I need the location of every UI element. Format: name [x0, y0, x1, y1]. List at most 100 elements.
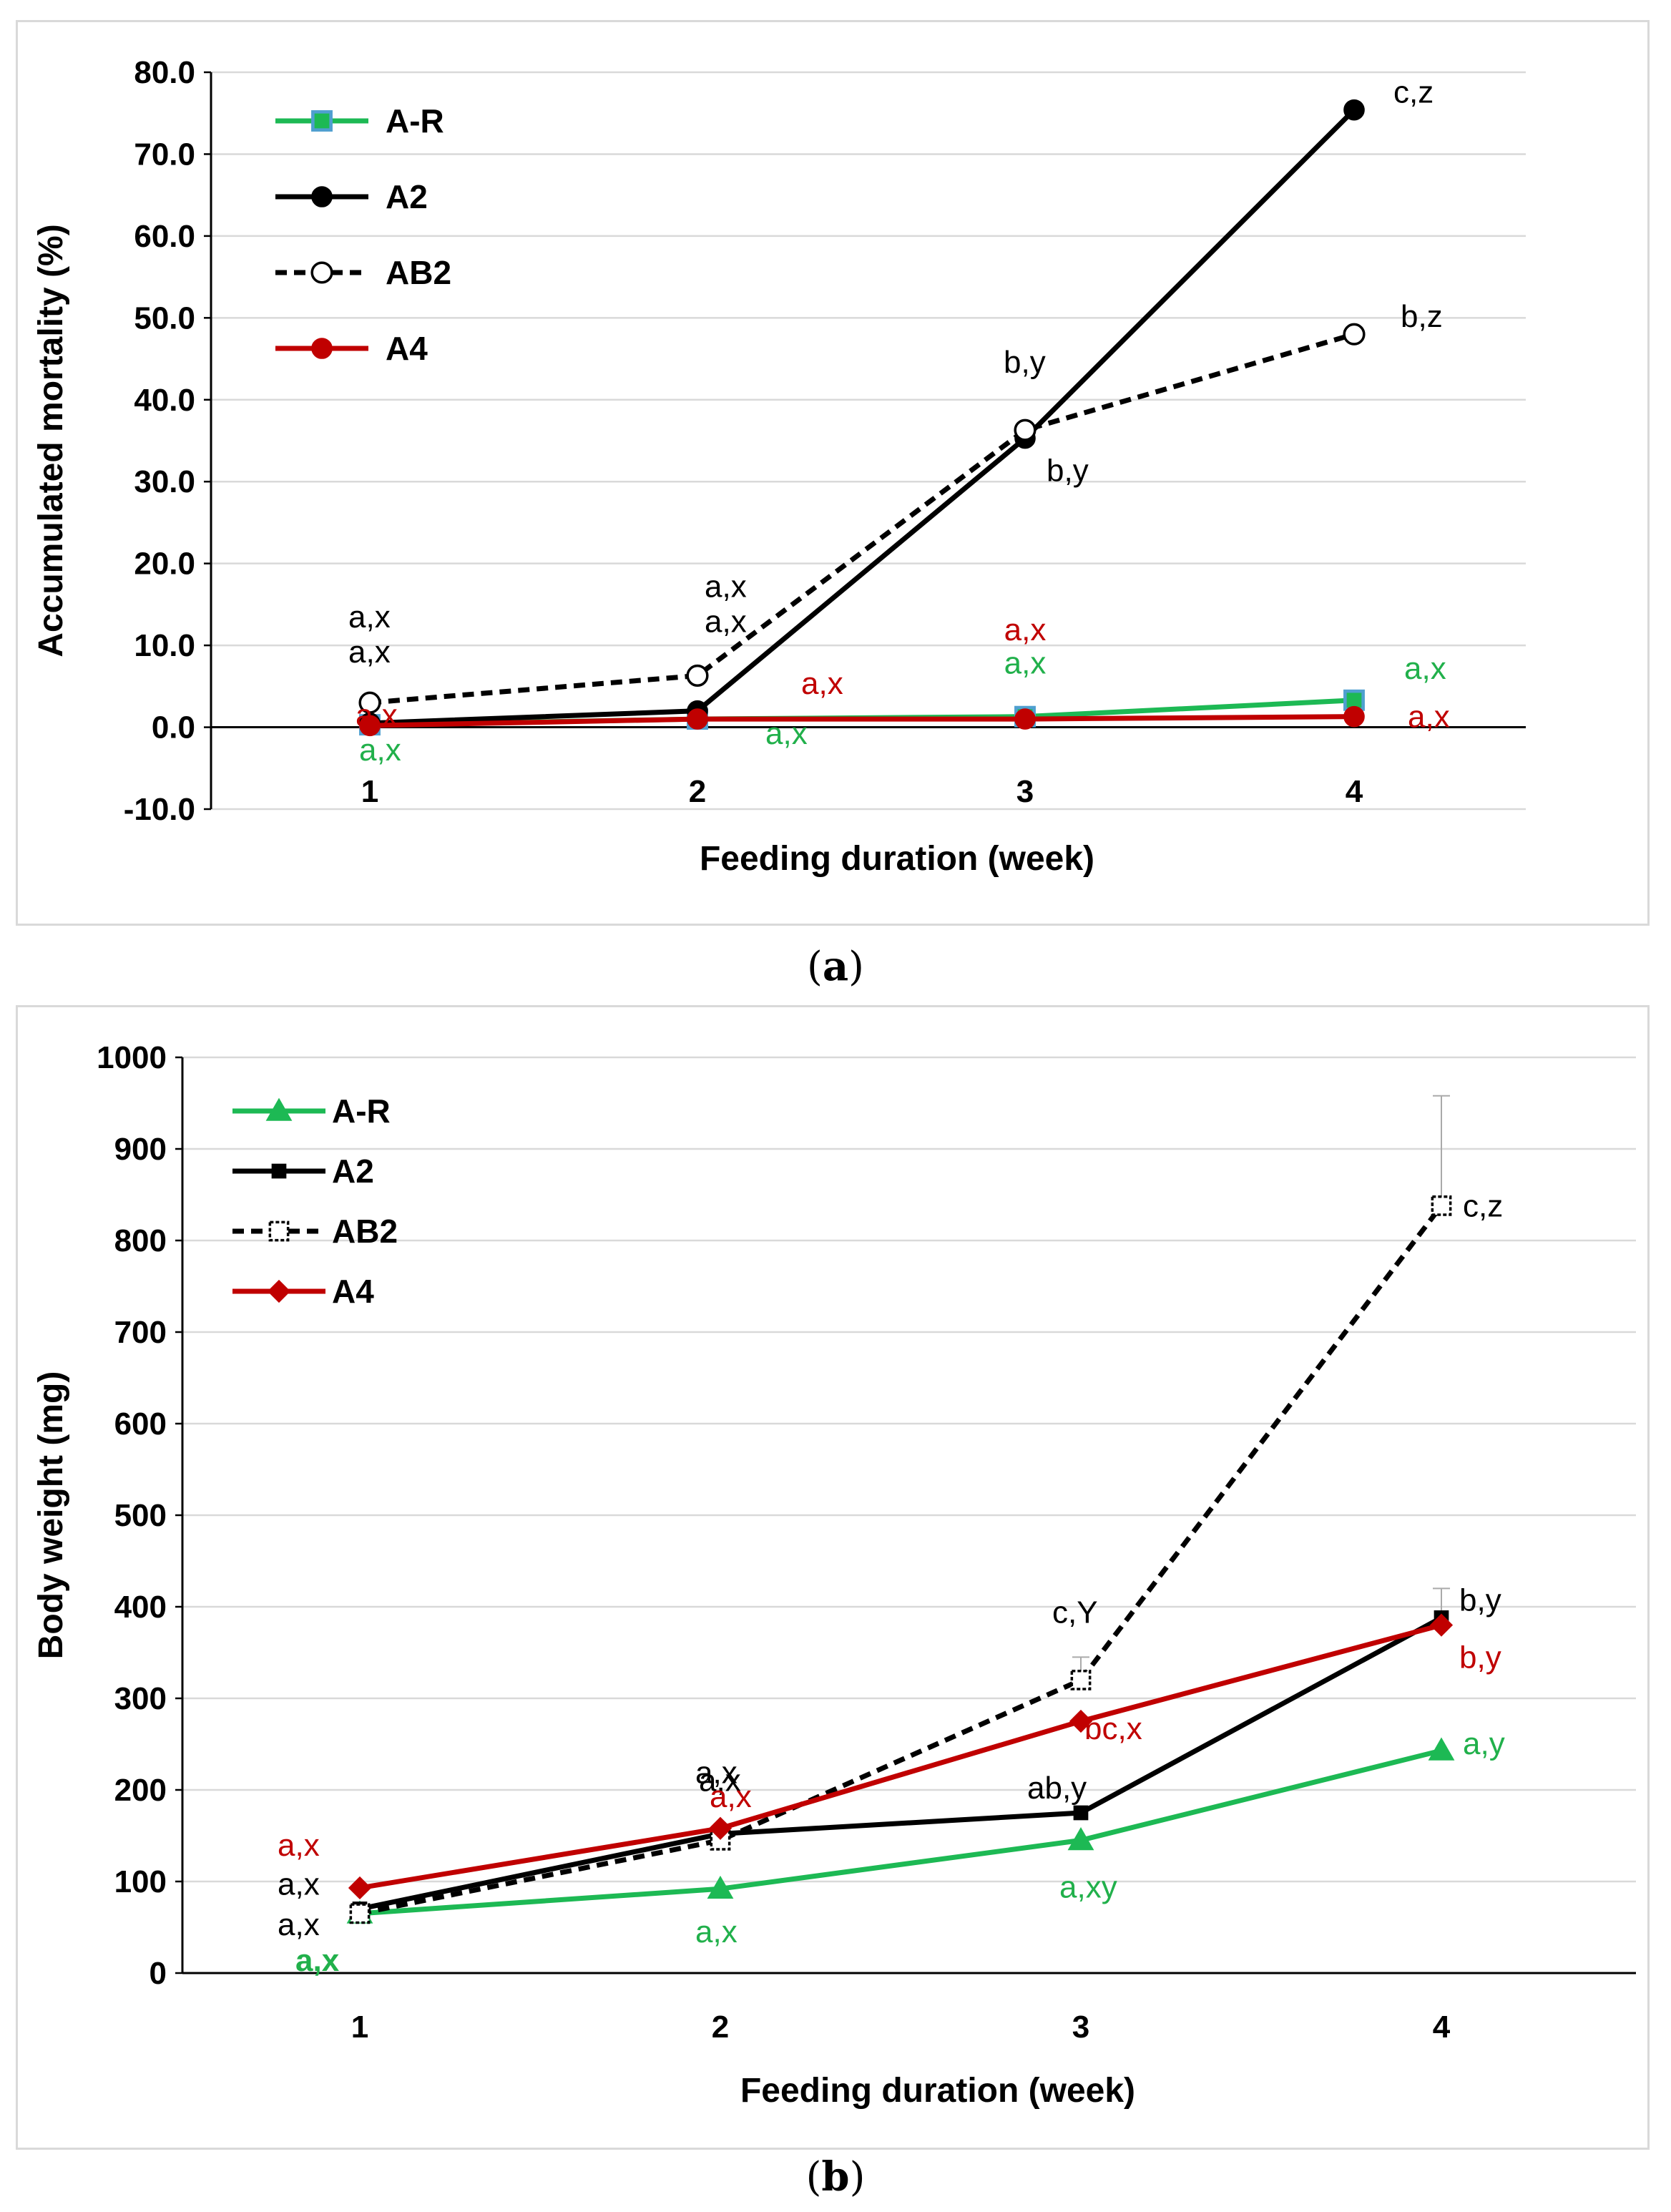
data-point-a-r — [1428, 1737, 1455, 1761]
data-label: a,x — [359, 733, 401, 768]
series-ab2 — [349, 1195, 1452, 1924]
series-ab2 — [358, 323, 1366, 714]
data-label: a,x — [1408, 700, 1450, 735]
data-label: a,x — [295, 1943, 340, 1978]
data-point-ab2 — [1431, 1195, 1452, 1216]
data-label: a,x — [705, 605, 747, 640]
data-label: b,y — [1459, 1582, 1501, 1618]
data-label: b,y — [1459, 1640, 1501, 1675]
x-axis-title: Feeding duration (week) — [700, 840, 1094, 878]
legend-label: A-R — [332, 1092, 391, 1130]
legend-label: A2 — [386, 178, 428, 215]
x-tick-label: 4 — [1346, 774, 1363, 809]
data-point-a4 — [1343, 705, 1365, 728]
data-label: a,x — [699, 1763, 741, 1798]
chart-panel-a: -10.0 0.0 10.0 20.0 30.0 40.0 50.0 60.0 70.0 80.0… — [16, 20, 1650, 926]
x-tick-label: 3 — [1016, 774, 1034, 809]
series-a-r — [346, 1737, 1455, 1924]
data-label: c,z — [1393, 75, 1434, 110]
legend-label: AB2 — [386, 254, 451, 291]
x-tick-label: 2 — [689, 774, 706, 809]
data-label: a,x — [695, 1914, 738, 1949]
legend-marker — [268, 1220, 290, 1242]
data-point-a4 — [359, 715, 381, 737]
y-tick-label: 40.0 — [134, 383, 195, 418]
data-label: ab,y — [1027, 1771, 1087, 1806]
y-tick-label: 10.0 — [134, 628, 195, 663]
y-tick-label: 500 — [114, 1498, 167, 1533]
legend-label: AB2 — [332, 1213, 398, 1250]
legend-marker — [311, 110, 333, 132]
data-point-a-r — [707, 1875, 734, 1899]
y-axis-title: Body weight (mg) — [32, 1371, 70, 1660]
x-tick-label: 3 — [1072, 2010, 1089, 2045]
legend-marker — [265, 1097, 293, 1121]
series-a2 — [352, 1610, 1449, 1917]
legend-item-a-r: A-R — [232, 1092, 391, 1130]
y-tick-label: 700 — [114, 1315, 167, 1350]
caption-b: (b) — [805, 2153, 866, 2201]
y-tick-label: 0.0 — [152, 710, 195, 745]
data-point-a4 — [348, 1876, 372, 1900]
legend-label: A4 — [386, 330, 428, 367]
y-tick-label: 300 — [114, 1681, 167, 1716]
data-label: a,x — [705, 569, 747, 604]
legend-item-a2: A2 — [232, 1153, 374, 1190]
data-label: a,x — [1404, 651, 1446, 686]
data-point-a4 — [1014, 708, 1036, 730]
legend-marker — [311, 338, 333, 359]
y-tick-label: 100 — [114, 1864, 167, 1899]
data-point-a2 — [1073, 1805, 1089, 1821]
series-a2 — [359, 99, 1365, 734]
caption-a: (a) — [806, 943, 864, 990]
legend-label: A-R — [386, 102, 444, 140]
y-tick-label: 600 — [114, 1406, 167, 1442]
data-point-ab2 — [1070, 1670, 1092, 1690]
x-tick-label: 1 — [351, 2010, 368, 2045]
data-point-ab2 — [349, 1903, 371, 1924]
data-point-ab2 — [686, 664, 709, 687]
data-point-ab2 — [1343, 323, 1366, 346]
data-label: a,x — [356, 698, 398, 733]
x-axis-title: Feeding duration (week) — [740, 2072, 1135, 2110]
data-point-a4 — [1069, 1709, 1093, 1733]
data-label: bc,x — [1084, 1711, 1142, 1746]
data-label: a,x — [801, 666, 843, 701]
x-tick-label: 4 — [1433, 2010, 1451, 2045]
y-tick-label: -10.0 — [124, 792, 195, 827]
series-a4 — [348, 1613, 1454, 1900]
series-line-ab2 — [369, 331, 1355, 705]
series-line-ab2 — [359, 1204, 1444, 1917]
data-point-a-r — [1067, 1827, 1094, 1851]
mortality-chart: -10.0 0.0 10.0 20.0 30.0 40.0 50.0 60.0 70.0 80.0… — [32, 55, 1526, 878]
data-label: a,x — [765, 716, 808, 751]
data-label: a,x — [1004, 612, 1047, 647]
y-tick-label: 200 — [114, 1773, 167, 1808]
data-point-ab2 — [1014, 419, 1037, 441]
legend-item-ab2: AB2 — [275, 254, 451, 291]
data-label: b,y — [1004, 345, 1046, 380]
legend-item-a-r: A-R — [275, 102, 444, 140]
y-tick-label: 30.0 — [134, 464, 195, 499]
data-label: a,x — [348, 635, 391, 670]
x-tick-label: 1 — [361, 774, 378, 809]
y-tick-label: 0 — [150, 1956, 167, 1991]
legend-marker — [310, 261, 333, 284]
data-label: b,y — [1047, 454, 1089, 489]
data-label: a,x — [278, 1907, 320, 1942]
series-line-a-r — [359, 1748, 1442, 1917]
y-tick-label: 60.0 — [134, 219, 195, 254]
legend-item-a2: A2 — [275, 178, 428, 215]
data-label: a,y — [1463, 1726, 1505, 1761]
series-line-a4 — [369, 714, 1355, 728]
series-line-a4 — [359, 1623, 1442, 1891]
data-point-a4 — [687, 708, 708, 730]
data-label: a,x — [278, 1828, 320, 1863]
data-label: a,xy — [1059, 1869, 1117, 1904]
body-weight-chart: 0 100 200 300 400 500 600 700 800 900 1000 1 2 3 4 Feed… — [32, 1040, 1636, 2110]
y-tick-label: 400 — [114, 1590, 167, 1625]
legend-item-a4: A4 — [232, 1273, 374, 1310]
series-line-a2 — [359, 1615, 1443, 1912]
series-line-a2 — [369, 108, 1356, 726]
legend-marker — [267, 1279, 291, 1303]
